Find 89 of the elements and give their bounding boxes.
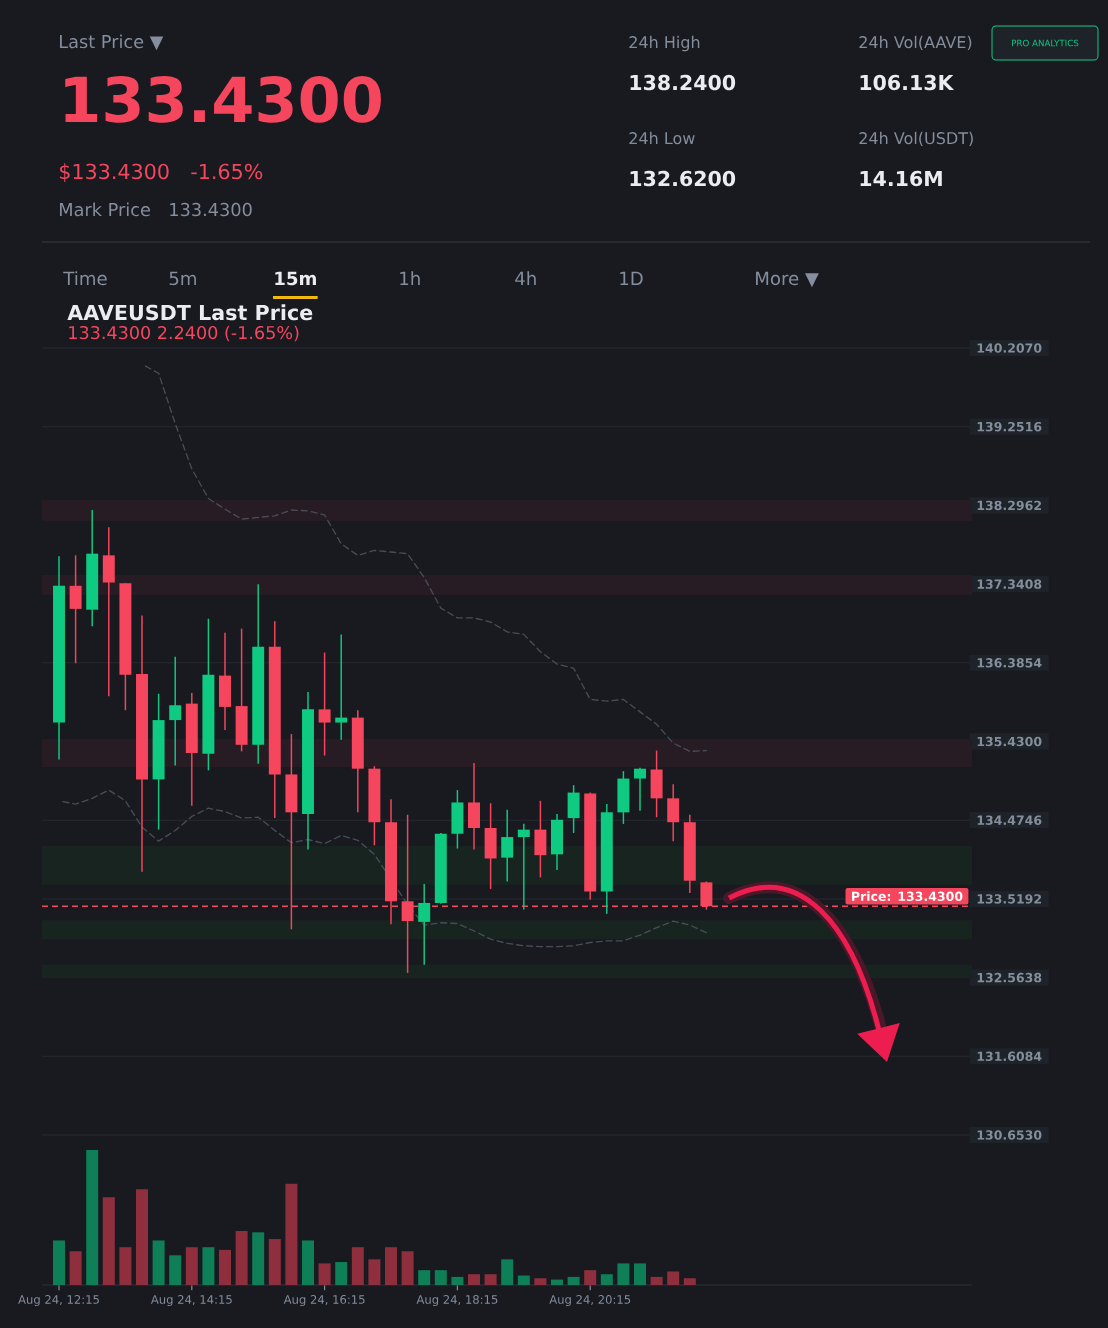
bar: [202, 1247, 215, 1285]
text: 24h High: [629, 35, 700, 52]
bar: [567, 1276, 580, 1285]
y-tick-label: 130.6530: [977, 1130, 1042, 1140]
bar: [434, 1270, 447, 1285]
y-tick-label: 140.2070: [977, 343, 1042, 353]
y-tick-label: 138.2962: [977, 500, 1041, 511]
bar: [219, 1249, 231, 1285]
bar: [136, 1189, 148, 1285]
bar: [351, 1247, 364, 1285]
y-tick-label: 133.5192: [977, 894, 1041, 904]
y-tick-label: 139.2516: [977, 421, 1042, 432]
candlestick: [335, 633, 348, 741]
text: 24h Vol(USDT): [859, 131, 973, 147]
y-tick-label: 135.4300: [977, 736, 1042, 747]
y-tick-label: 131.6084: [977, 1051, 1042, 1062]
candlestick: [501, 809, 514, 883]
bar: [468, 1274, 480, 1285]
chart-title: AAVEUSDT Last Price: [67, 304, 313, 321]
bar: [534, 1278, 547, 1285]
bar: [385, 1247, 397, 1285]
bar: [102, 1197, 115, 1285]
text: Mark Price: [60, 202, 150, 217]
bar: [185, 1247, 198, 1285]
text: 138.2400: [630, 74, 736, 91]
bar: [69, 1251, 82, 1285]
x-tick-label: Aug 24, 12:15: [18, 1295, 99, 1307]
x-tick-label: Aug 24, 18:15: [416, 1295, 498, 1307]
candlestick: [318, 651, 331, 757]
bar: [53, 1240, 65, 1285]
text: 133.4300: [170, 202, 252, 217]
bar: [584, 1270, 597, 1285]
bar: [335, 1262, 348, 1285]
text: 1D: [620, 271, 643, 285]
bar: [368, 1259, 381, 1285]
bar: [401, 1251, 414, 1285]
bar: [451, 1276, 464, 1285]
text: 4h: [515, 271, 536, 285]
y-tick-label: 134.4746: [977, 815, 1042, 825]
candlestick: [517, 823, 530, 911]
bar: [634, 1263, 646, 1285]
bar: [252, 1232, 265, 1285]
bar: [617, 1263, 630, 1285]
bar: [484, 1274, 497, 1285]
x-tick-label: Aug 24, 20:15: [549, 1295, 631, 1307]
bar: [418, 1270, 431, 1285]
bar: [302, 1240, 314, 1285]
text: 5m: [169, 271, 196, 286]
text: 24h Vol(AAVE): [859, 35, 972, 51]
candlestick: [169, 655, 182, 767]
bar: [501, 1259, 514, 1285]
text: Time: [63, 271, 107, 286]
bar: [268, 1239, 281, 1285]
chart-subtitle: 133.4300 2.2400 (-1.65%): [69, 325, 299, 342]
text: 106.13K: [860, 74, 955, 91]
bar: [235, 1231, 248, 1285]
bar: [152, 1240, 165, 1285]
bar: [551, 1279, 563, 1285]
bar: [517, 1275, 530, 1285]
bar: [285, 1183, 298, 1285]
bar: [318, 1263, 331, 1285]
bar: [169, 1255, 182, 1285]
text: 132.6200: [630, 170, 736, 187]
text: 15m: [275, 271, 316, 286]
text: PRO ANALYTICS: [1012, 39, 1079, 47]
y-tick-label: 132.5638: [977, 972, 1042, 983]
bar: [86, 1150, 99, 1285]
y-tick-label: 136.3854: [977, 658, 1042, 668]
candlestick: [418, 883, 431, 966]
bar: [650, 1276, 663, 1285]
text: -1.65%: [191, 163, 263, 180]
text: 24h Low: [629, 131, 695, 145]
bar: [600, 1274, 613, 1285]
candlestick: [634, 767, 646, 812]
y-tick-label: 137.3408: [977, 579, 1042, 589]
x-tick-label: Aug 24, 16:15: [283, 1295, 365, 1307]
ref-line-label: Price: 133.4300: [852, 891, 963, 902]
text: $133.4300: [59, 163, 169, 183]
x-tick-label: Aug 24, 14:15: [150, 1295, 232, 1307]
bar: [119, 1247, 132, 1285]
bar: [683, 1278, 696, 1285]
candlestick: [667, 783, 680, 842]
text: More ▼: [756, 271, 819, 288]
text: Last Price ▼: [60, 34, 164, 51]
text: 1h: [400, 271, 420, 285]
text: 133.4300: [65, 75, 381, 123]
text: 14.16M: [860, 170, 942, 187]
bar: [667, 1271, 680, 1285]
candlestick: [69, 554, 82, 664]
